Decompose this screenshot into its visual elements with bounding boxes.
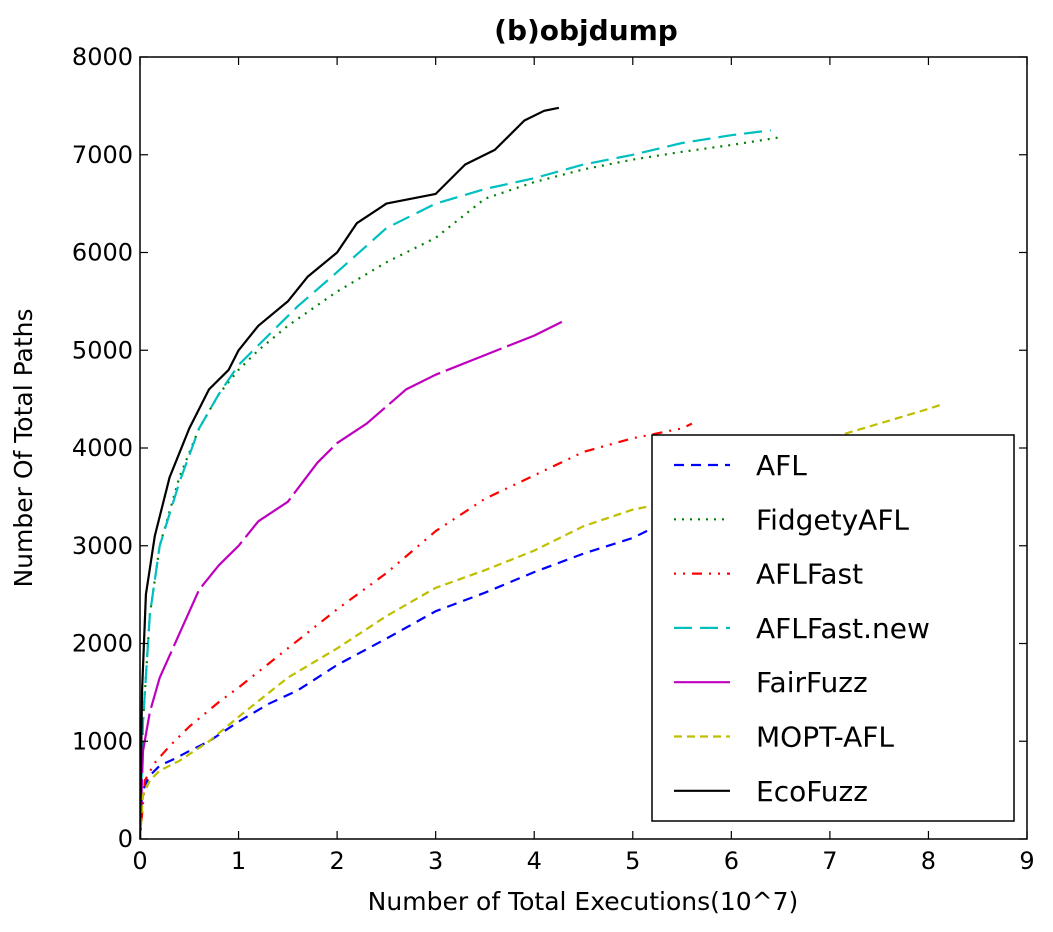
y-tick-label: 8000 bbox=[72, 43, 133, 71]
x-axis-label: Number of Total Executions(10^7) bbox=[368, 887, 799, 916]
y-tick-label: 0 bbox=[118, 825, 133, 853]
y-axis-label: Number Of Total Paths bbox=[9, 308, 38, 587]
legend-label: AFLFast.new bbox=[756, 612, 930, 645]
series-layer bbox=[140, 106, 944, 839]
y-tick-label: 1000 bbox=[72, 727, 133, 755]
series-line-ecofuzz bbox=[140, 106, 560, 839]
ticks-layer: 0 1 2 3 4 5 6 7 8 9 0 1000 2000 3000 4000 5000 6000 7000 8… bbox=[72, 43, 1035, 875]
x-tick-label: 7 bbox=[822, 847, 837, 875]
legend-label: FairFuzz bbox=[756, 666, 868, 699]
legend-label: AFL bbox=[756, 449, 807, 482]
series-line-afl bbox=[140, 527, 653, 839]
series-line-aflfast bbox=[140, 422, 693, 839]
chart-title: (b)objdump bbox=[494, 14, 678, 47]
legend-label: FidgetyAFL bbox=[756, 503, 909, 536]
x-tick-label: 1 bbox=[231, 847, 246, 875]
y-tick-label: 7000 bbox=[72, 141, 133, 169]
legend: AFL FidgetyAFL AFLFast AFLFast.new FairFuzz M… bbox=[651, 434, 1015, 822]
x-tick-label: 2 bbox=[329, 847, 344, 875]
series-line-aflfast-new bbox=[140, 129, 771, 839]
y-tick-label: 5000 bbox=[72, 336, 133, 364]
y-tick-label: 2000 bbox=[72, 630, 133, 658]
x-tick-label: 0 bbox=[132, 847, 147, 875]
series-line-fairfuzz bbox=[140, 319, 565, 839]
legend-label: EcoFuzz bbox=[756, 775, 868, 808]
x-tick-label: 8 bbox=[921, 847, 936, 875]
series-line-fidgetyafl bbox=[140, 136, 781, 839]
y-tick-label: 4000 bbox=[72, 434, 133, 462]
x-tick-label: 3 bbox=[428, 847, 443, 875]
legend-label: MOPT-AFL bbox=[756, 721, 894, 754]
legend-label: AFLFast bbox=[756, 558, 863, 591]
x-tick-label: 4 bbox=[527, 847, 542, 875]
y-tick-label: 3000 bbox=[72, 532, 133, 560]
y-tick-label: 6000 bbox=[72, 239, 133, 267]
x-tick-label: 6 bbox=[724, 847, 739, 875]
x-tick-label: 9 bbox=[1019, 847, 1034, 875]
series-line-mopt-afl bbox=[140, 402, 944, 839]
x-tick-label: 5 bbox=[625, 847, 640, 875]
